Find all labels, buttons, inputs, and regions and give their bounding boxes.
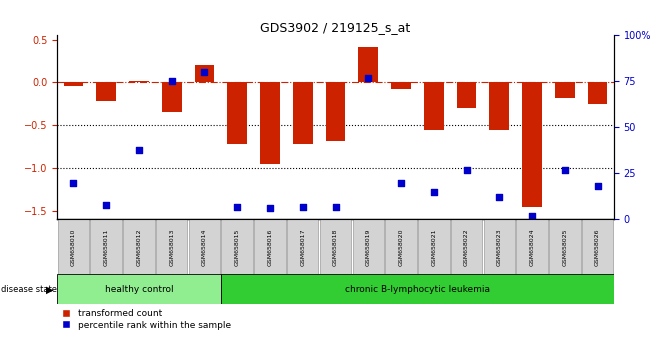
Bar	[424, 82, 444, 130]
Point	[494, 195, 505, 200]
Text: GSM658012: GSM658012	[136, 228, 142, 266]
Text: GSM658023: GSM658023	[497, 228, 502, 266]
Bar	[260, 82, 280, 164]
Bar	[156, 219, 187, 274]
Point	[592, 183, 603, 189]
Text: GSM658016: GSM658016	[268, 228, 272, 266]
Text: GSM658018: GSM658018	[333, 228, 338, 266]
Bar	[457, 82, 476, 108]
Point	[428, 189, 439, 195]
Bar	[221, 274, 614, 304]
Bar	[287, 219, 319, 274]
Bar	[129, 81, 149, 82]
Text: GSM658020: GSM658020	[399, 228, 403, 266]
Text: GSM658022: GSM658022	[464, 228, 469, 266]
Bar	[320, 219, 351, 274]
Text: ▶: ▶	[46, 285, 53, 295]
Point	[232, 204, 243, 210]
Bar	[57, 274, 221, 304]
Bar	[352, 219, 384, 274]
Text: healthy control: healthy control	[105, 285, 173, 294]
Point	[396, 180, 407, 185]
Point	[297, 204, 308, 210]
Point	[101, 202, 111, 207]
Bar	[195, 64, 214, 82]
Bar	[358, 46, 378, 82]
Point	[560, 167, 570, 173]
Text: chronic B-lymphocytic leukemia: chronic B-lymphocytic leukemia	[345, 285, 490, 294]
Text: GSM658017: GSM658017	[300, 228, 305, 266]
Bar	[522, 82, 542, 207]
Bar	[489, 82, 509, 130]
Text: GSM658014: GSM658014	[202, 228, 207, 266]
Bar	[325, 82, 346, 141]
Text: GSM658021: GSM658021	[431, 228, 436, 266]
Legend: transformed count, percentile rank within the sample: transformed count, percentile rank withi…	[62, 309, 231, 330]
Text: GSM658013: GSM658013	[169, 228, 174, 266]
Bar	[555, 82, 574, 98]
Bar	[254, 219, 286, 274]
Bar	[227, 82, 247, 144]
Point	[166, 79, 177, 84]
Point	[264, 206, 275, 211]
Point	[199, 69, 210, 75]
Bar	[91, 219, 122, 274]
Text: GSM658024: GSM658024	[529, 228, 535, 266]
Bar	[189, 219, 220, 274]
Bar	[549, 219, 580, 274]
Point	[134, 147, 144, 152]
Bar	[385, 219, 417, 274]
Point	[363, 75, 374, 81]
Point	[68, 180, 79, 185]
Bar	[293, 82, 313, 144]
Bar	[517, 219, 548, 274]
Bar	[451, 219, 482, 274]
Text: GSM658010: GSM658010	[71, 228, 76, 266]
Title: GDS3902 / 219125_s_at: GDS3902 / 219125_s_at	[260, 21, 411, 34]
Text: disease state: disease state	[1, 285, 56, 294]
Text: GSM658025: GSM658025	[562, 228, 567, 266]
Point	[527, 213, 537, 219]
Bar	[418, 219, 450, 274]
Bar	[221, 219, 253, 274]
Text: GSM658011: GSM658011	[104, 228, 109, 266]
Bar	[588, 82, 607, 104]
Bar	[97, 82, 116, 101]
Text: GSM658015: GSM658015	[235, 228, 240, 266]
Bar	[391, 82, 411, 89]
Text: GSM658026: GSM658026	[595, 228, 600, 266]
Point	[461, 167, 472, 173]
Point	[330, 204, 341, 210]
Bar	[58, 219, 89, 274]
Bar	[123, 219, 154, 274]
Bar	[64, 82, 83, 86]
Text: GSM658019: GSM658019	[366, 228, 371, 266]
Bar	[582, 219, 613, 274]
Bar	[484, 219, 515, 274]
Bar	[162, 82, 182, 113]
